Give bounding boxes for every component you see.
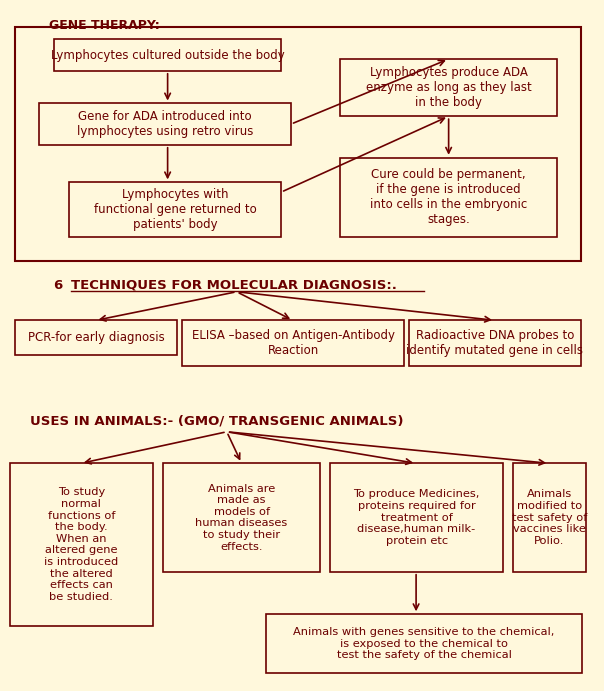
Text: Lymphocytes cultured outside the body: Lymphocytes cultured outside the body [51,48,284,61]
Text: Lymphocytes with
functional gene returned to
patients' body: Lymphocytes with functional gene returne… [94,188,256,231]
FancyBboxPatch shape [182,321,404,366]
Text: To produce Medicines,
proteins required for
treatment of
disease,human milk-
pro: To produce Medicines, proteins required … [353,489,480,546]
Text: 6: 6 [54,279,72,292]
FancyBboxPatch shape [39,104,291,145]
Text: USES IN ANIMALS:- (GMO/ TRANSGENIC ANIMALS): USES IN ANIMALS:- (GMO/ TRANSGENIC ANIMA… [30,414,403,427]
Text: Animals are
made as
models of
human diseases
to study their
effects.: Animals are made as models of human dise… [196,484,288,551]
Text: Animals with genes sensitive to the chemical,
is exposed to the chemical to
test: Animals with genes sensitive to the chem… [294,627,554,661]
FancyBboxPatch shape [69,182,281,236]
FancyBboxPatch shape [340,59,557,116]
Text: Cure could be permanent,
if the gene is introduced
into cells in the embryonic
s: Cure could be permanent, if the gene is … [370,168,527,226]
FancyBboxPatch shape [330,464,503,571]
Text: ELISA –based on Antigen-Antibody
Reaction: ELISA –based on Antigen-Antibody Reactio… [192,329,395,357]
FancyBboxPatch shape [54,39,281,71]
FancyBboxPatch shape [513,464,586,571]
FancyBboxPatch shape [10,464,153,626]
Text: Radioactive DNA probes to
identify mutated gene in cells: Radioactive DNA probes to identify mutat… [406,329,583,357]
Text: Lymphocytes produce ADA
enzyme as long as they last
in the body: Lymphocytes produce ADA enzyme as long a… [366,66,532,109]
Text: Animals
modified to
test safety of
vaccines like
Polio.: Animals modified to test safety of vacci… [512,489,587,546]
FancyBboxPatch shape [14,321,178,355]
Text: PCR-for early diagnosis: PCR-for early diagnosis [28,331,164,344]
FancyBboxPatch shape [340,158,557,236]
FancyBboxPatch shape [162,464,321,571]
Text: GENE THERAPY:: GENE THERAPY: [50,19,160,32]
Text: Gene for ADA introduced into
lymphocytes using retro virus: Gene for ADA introduced into lymphocytes… [77,110,253,138]
Text: TECHNIQUES FOR MOLECULAR DIAGNOSIS:.: TECHNIQUES FOR MOLECULAR DIAGNOSIS:. [71,279,397,292]
FancyBboxPatch shape [266,614,582,673]
FancyBboxPatch shape [409,321,581,366]
FancyBboxPatch shape [14,26,581,261]
Text: To study
normal
functions of
the body.
When an
altered gene
is introduced
the al: To study normal functions of the body. W… [44,487,118,602]
